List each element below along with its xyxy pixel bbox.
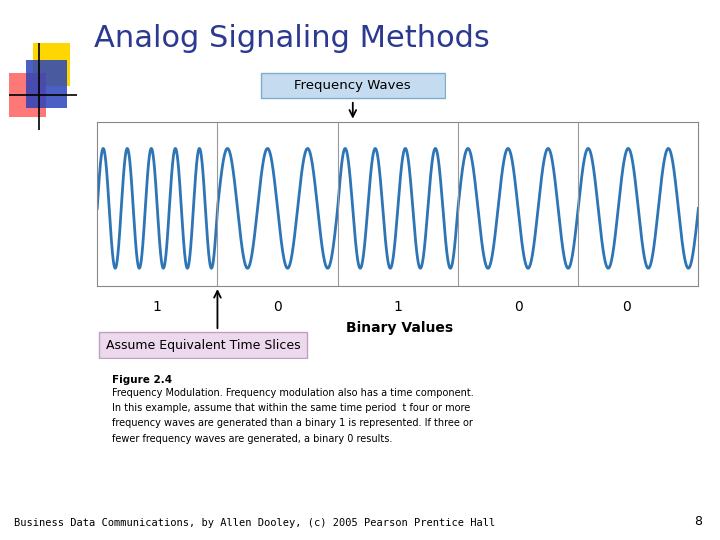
Text: 0: 0 <box>273 300 282 314</box>
Text: Figure 2.4: Figure 2.4 <box>112 375 172 386</box>
Text: Frequency Modulation. Frequency modulation also has a time component.: Frequency Modulation. Frequency modulati… <box>112 388 473 398</box>
Text: 0: 0 <box>513 300 523 314</box>
FancyBboxPatch shape <box>99 333 307 357</box>
Text: Assume Equivalent Time Slices: Assume Equivalent Time Slices <box>106 339 301 352</box>
Text: 8: 8 <box>694 515 702 528</box>
Text: 1: 1 <box>153 300 162 314</box>
Bar <box>9 73 46 117</box>
Text: Business Data Communications, by Allen Dooley, (c) 2005 Pearson Prentice Hall: Business Data Communications, by Allen D… <box>14 518 495 528</box>
Text: fewer frequency waves are generated, a binary 0 results.: fewer frequency waves are generated, a b… <box>112 434 392 443</box>
Bar <box>26 60 67 108</box>
Text: In this example, assume that within the same time period  t four or more: In this example, assume that within the … <box>112 403 470 413</box>
Text: Frequency Waves: Frequency Waves <box>294 79 411 92</box>
Text: Analog Signaling Methods: Analog Signaling Methods <box>94 24 490 53</box>
Text: Binary Values: Binary Values <box>346 321 453 335</box>
Text: 1: 1 <box>393 300 402 314</box>
Bar <box>32 43 70 86</box>
Text: frequency waves are generated than a binary 1 is represented. If three or: frequency waves are generated than a bin… <box>112 418 472 428</box>
Text: 0: 0 <box>622 300 631 314</box>
FancyBboxPatch shape <box>261 73 444 98</box>
